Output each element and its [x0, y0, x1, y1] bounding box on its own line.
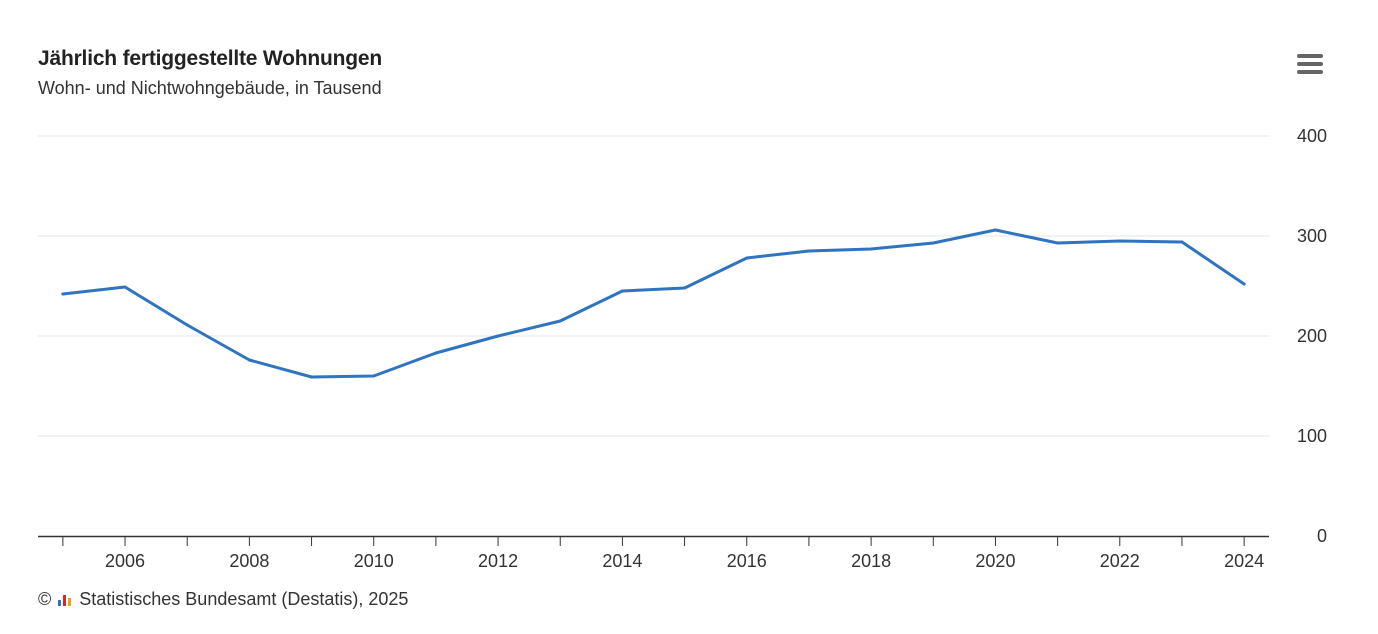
y-tick-label-400: 400 — [1297, 126, 1327, 146]
x-tick-label-2016: 2016 — [727, 551, 767, 571]
hamburger-menu-icon[interactable] — [1292, 50, 1326, 78]
copyright-symbol: © — [38, 589, 52, 609]
data-point-2007 — [185, 323, 189, 327]
data-point-2009 — [310, 375, 314, 379]
data-point-2006 — [123, 285, 127, 289]
data-point-2021 — [1056, 241, 1060, 245]
x-tick-label-2024: 2024 — [1224, 551, 1264, 571]
y-tick-label-100: 100 — [1297, 426, 1327, 446]
y-tick-label-300: 300 — [1297, 226, 1327, 246]
data-point-2008 — [247, 358, 251, 362]
x-tick-label-2006: 2006 — [105, 551, 145, 571]
x-tick-label-2018: 2018 — [851, 551, 891, 571]
data-point-2010 — [372, 374, 376, 378]
data-point-2018 — [869, 247, 873, 251]
y-tick-label-200: 200 — [1297, 326, 1327, 346]
data-point-2005 — [61, 292, 65, 296]
chart-subtitle: Wohn- und Nichtwohngebäude, in Tausend — [38, 78, 382, 98]
data-point-2019 — [931, 241, 935, 245]
destatis-logo-icon — [57, 592, 73, 608]
data-point-2024 — [1242, 282, 1246, 286]
x-axis: 2006 2008 2010 2012 2014 2016 2018 2020 2022 2024 — [38, 535, 1269, 571]
data-point-2014 — [620, 289, 624, 293]
data-point-2012 — [496, 334, 500, 338]
data-point-2015 — [683, 286, 687, 290]
x-tick-label-2012: 2012 — [478, 551, 518, 571]
data-point-2017 — [807, 249, 811, 253]
x-tick-label-2014: 2014 — [602, 551, 642, 571]
grid-lines — [38, 135, 1269, 437]
y-tick-label-0: 0 — [1317, 526, 1327, 546]
data-point-2022 — [1118, 239, 1122, 243]
chart-title: Jährlich fertiggestellte Wohnungen — [38, 47, 383, 70]
data-point-2011 — [434, 351, 438, 355]
data-point-2013 — [558, 319, 562, 323]
data-point-2023 — [1180, 240, 1184, 244]
data-point-2020 — [993, 228, 997, 232]
x-tick-label-2010: 2010 — [354, 551, 394, 571]
x-tick-label-2020: 2020 — [975, 551, 1015, 571]
x-tick-label-2008: 2008 — [229, 551, 269, 571]
credits: © Statistisches Bundesamt (Destatis), 20… — [38, 589, 408, 610]
credits-text: Statistisches Bundesamt (Destatis), 2025 — [79, 589, 409, 609]
series-line-0 — [61, 228, 1246, 379]
y-axis: 0 100 200 300 400 — [1297, 126, 1327, 546]
series-group — [61, 228, 1246, 379]
data-point-2016 — [745, 256, 749, 260]
x-tick-label-2022: 2022 — [1100, 551, 1140, 571]
